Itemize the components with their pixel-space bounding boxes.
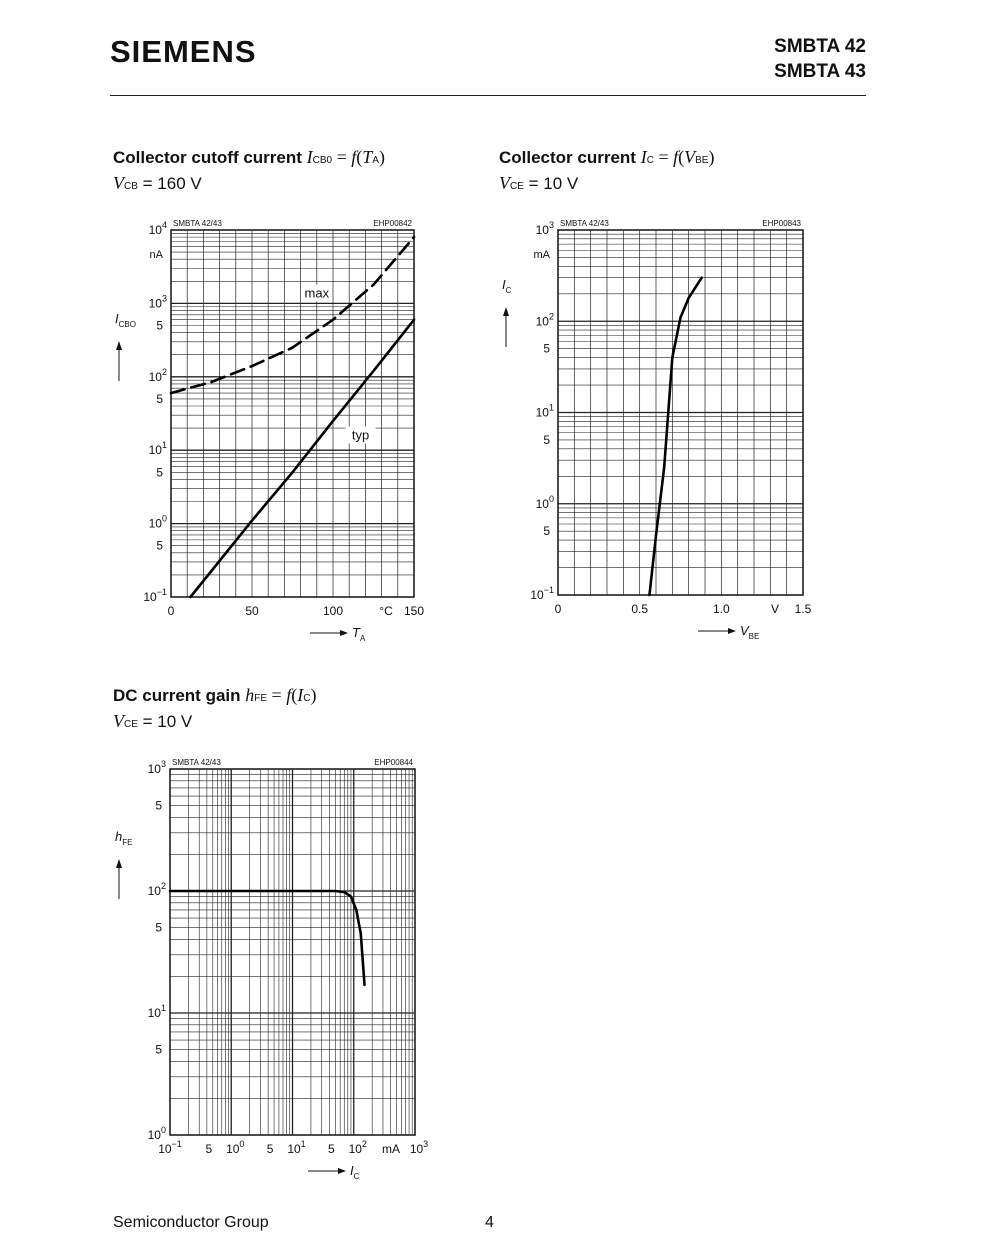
series-line-series-0 <box>648 276 704 597</box>
y-tick-label: 10−1 <box>143 587 167 604</box>
x-tick-label: 0.5 <box>631 602 648 616</box>
x-tick-label: 101 <box>287 1139 305 1156</box>
x-tick-label: 0 <box>555 602 562 616</box>
x-axis-arrowhead <box>728 628 736 634</box>
y-tick-label: 101 <box>536 403 554 420</box>
y-tick-label: 5 <box>543 433 550 447</box>
x-tick-label: 5 <box>328 1142 335 1156</box>
chart2-condition: VCE = 10 V <box>499 173 579 193</box>
series-line-series-0 <box>168 889 366 987</box>
y-tick-label: 5 <box>156 318 163 332</box>
chart2-title: Collector current IC = f(VBE) VCE = 10 V <box>499 146 714 198</box>
x-tick-label: 100 <box>226 1139 244 1156</box>
x-tick-label: 100 <box>323 604 343 618</box>
y-tick-label: 100 <box>149 514 167 531</box>
x-tick-label: 0 <box>168 604 175 618</box>
y-axis-label: ICBO <box>115 311 136 329</box>
chart-name-label: SMBTA 42/43 <box>173 219 222 228</box>
y-tick-label: 100 <box>536 494 554 511</box>
chart-code-label: EHP00842 <box>373 219 412 228</box>
y-tick-label: 5 <box>543 342 550 356</box>
part-number-2: SMBTA 43 <box>774 61 866 82</box>
chart2-ic-vs-vbe: SMBTA 42/43 EHP00843 10−1 100 101 102 103 5 5 5 mA… <box>502 219 812 641</box>
y-tick-label: 5 <box>156 392 163 406</box>
plot-area <box>170 229 415 598</box>
y-tick-label: 5 <box>156 539 163 553</box>
y-axis-arrowhead <box>116 859 122 868</box>
y-tick-label: 102 <box>536 311 554 328</box>
y-axis-arrowhead <box>116 341 122 350</box>
chart1-title-text: Collector cutoff current <box>113 148 302 167</box>
x-tick-label: 150 <box>404 604 424 618</box>
x-tick-label: 5 <box>205 1142 212 1156</box>
x-unit-label: V <box>771 602 779 616</box>
y-axis-label: hFE <box>115 829 132 847</box>
header-rule <box>110 95 866 96</box>
y-tick-label: 102 <box>149 367 167 384</box>
chart-code-label: EHP00843 <box>762 219 801 228</box>
x-tick-label: 102 <box>349 1139 367 1156</box>
chart3-condition: VCE = 10 V <box>113 711 193 731</box>
chart3-title-text: DC current gain <box>113 686 241 705</box>
part-number-1: SMBTA 42 <box>774 36 866 57</box>
x-tick-label: 1.5 <box>795 602 812 616</box>
y-axis-label: IC <box>502 277 512 295</box>
chart3-title: DC current gain hFE = f(IC) VCE = 10 V <box>113 684 316 736</box>
y-tick-label: 103 <box>149 293 167 310</box>
y-tick-label: 100 <box>148 1125 166 1142</box>
x-tick-label: 50 <box>245 604 259 618</box>
series-label-bg <box>345 426 376 444</box>
y-tick-label: 5 <box>155 921 162 935</box>
chart2-formula: IC = f(VBE) <box>640 147 715 167</box>
y-tick-label: 104 <box>149 220 167 237</box>
part-numbers: SMBTA 42 SMBTA 43 <box>774 34 866 84</box>
chart-name-label: SMBTA 42/43 <box>560 219 609 228</box>
x-axis-arrowhead <box>338 1168 346 1174</box>
x-axis-label: TA <box>352 625 366 643</box>
x-tick-label: 10−1 <box>158 1139 182 1156</box>
y-unit-label: mA <box>534 249 551 261</box>
y-tick-label: 5 <box>155 1043 162 1057</box>
x-axis-label: IC <box>350 1163 360 1181</box>
x-axis-label: VBE <box>740 623 759 641</box>
series-line-max <box>169 235 416 395</box>
x-axis-arrowhead <box>340 630 348 636</box>
y-tick-label: 102 <box>148 881 166 898</box>
footer-company: Semiconductor Group <box>113 1214 269 1231</box>
chart1-icbo-vs-ta: SMBTA 42/43 EHP00842 10−1 100 101 102 103 104 5 5… <box>115 219 424 643</box>
series-line-typ <box>189 318 416 599</box>
y-unit-label: nA <box>150 249 164 261</box>
x-unit-label: mA <box>382 1142 400 1156</box>
siemens-logo: SIEMENS <box>110 34 257 69</box>
y-tick-label: 103 <box>536 220 554 237</box>
chart1-formula: ICB0 = f(TA) <box>306 147 385 167</box>
series-label-typ: typ <box>352 427 369 442</box>
series-label-max: max <box>305 286 330 301</box>
y-tick-label: 5 <box>155 799 162 813</box>
x-unit-label: °C <box>379 604 393 618</box>
chart-name-label: SMBTA 42/43 <box>172 758 221 767</box>
chart2-title-text: Collector current <box>499 148 636 167</box>
y-tick-label: 5 <box>156 465 163 479</box>
chart1-title: Collector cutoff current ICB0 = f(TA) VC… <box>113 146 385 198</box>
y-tick-label: 103 <box>148 759 166 776</box>
y-tick-label: 101 <box>148 1003 166 1020</box>
chart1-condition: VCB = 160 V <box>113 173 202 193</box>
y-axis-arrowhead <box>503 307 509 316</box>
x-tick-label: 5 <box>267 1142 274 1156</box>
y-tick-label: 10−1 <box>530 585 554 602</box>
y-tick-label: 5 <box>543 524 550 538</box>
series-label-bg <box>301 284 332 302</box>
chart3-formula: hFE = f(IC) <box>245 685 317 705</box>
x-tick-label: 1.0 <box>713 602 730 616</box>
y-tick-label: 101 <box>149 440 167 457</box>
x-tick-label: 103 <box>410 1139 428 1156</box>
footer-page-number: 4 <box>485 1214 494 1231</box>
chart-code-label: EHP00844 <box>374 758 413 767</box>
